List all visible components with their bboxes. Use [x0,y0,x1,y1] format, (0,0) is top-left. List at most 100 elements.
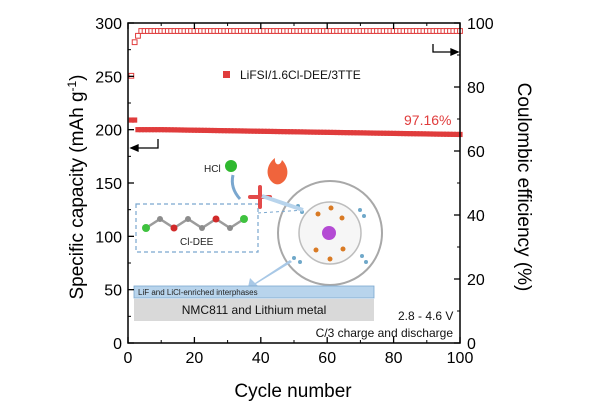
capacity-point [341,130,347,136]
capacity-point [440,131,446,137]
capacity-point [201,127,207,133]
capacity-point [317,129,324,135]
cl-dee-box [135,203,259,253]
hcl-chlorine-atom [225,160,237,172]
capacity-point [181,127,188,133]
capacity-point [188,127,194,133]
capacity-point [377,130,383,136]
left-axis-indicator-arrow [129,139,159,152]
efficiency-point [135,32,141,39]
capacity-point [450,131,456,137]
data-layer [128,28,463,138]
y-right-tick-label: 0 [467,336,476,353]
efficiency-point [131,39,138,46]
capacity-point [427,131,433,137]
capacity-point [158,127,164,133]
capacity-point [424,131,430,137]
capacity-point [381,130,387,136]
capacity-point [344,130,350,136]
capacity-point [347,130,354,136]
capacity-point [384,130,390,136]
anion-cluster [313,205,346,262]
down-arrow [247,260,292,292]
capacity-point [178,127,184,133]
capacity-point [251,128,257,134]
capacity-point [168,127,174,133]
y-left-tick-label: 300 [95,16,122,33]
capacity-point [294,129,300,135]
y-left-tick-label: 100 [95,229,122,246]
capacity-point [135,127,141,133]
electrode-label: NMC811 and Lithium metal [182,303,327,317]
capacity-point [400,130,407,137]
capacity-point [205,127,211,134]
legend-label: LiFSI/1.6Cl-DEE/3TTE [240,68,361,82]
capacity-point [138,127,144,133]
capacity-point [410,131,417,137]
capacity-point [354,130,360,136]
y-right-tick-label: 60 [467,144,485,161]
interphase-layer [133,285,375,299]
capacity-point [171,127,178,133]
capacity-point [367,130,373,136]
capacity-point [331,129,337,136]
capacity-point [430,131,437,137]
reaction-arrow [261,194,304,212]
retention-label: 97.16% [404,112,451,128]
interphase-label: LiF and LiCl-enriched interphases [138,288,258,297]
capacity-point [234,128,241,134]
capacity-point [161,127,168,133]
capacity-point [387,130,393,136]
capacity-point [254,128,261,134]
capacity-point [434,131,440,137]
capacity-point [145,127,151,133]
capacity-point [374,130,380,136]
capacity-point [447,131,453,137]
capacity-point [248,128,254,134]
capacity-point [337,129,344,136]
hcl-arrow [230,174,242,201]
capacity-point [211,127,217,134]
capacity-point [215,127,221,134]
capacity-point [361,130,367,136]
capacity-point [444,131,450,137]
capacity-point [132,117,138,123]
capacity-point [311,129,317,135]
x-tick-label: 40 [252,350,270,367]
capacity-point [357,130,363,136]
cl-dee-molecule [142,215,248,232]
hcl-label: HCl [204,164,221,175]
y-right-tick-label: 100 [467,16,494,33]
capacity-point [314,129,320,135]
x-tick-label: 20 [186,350,204,367]
y-left-tick-label: 250 [95,69,122,86]
cl-dee-leader [257,209,306,214]
capacity-point [165,127,171,133]
solvation-shell-outer [277,180,383,286]
y-right-tick-label: 40 [467,208,485,225]
y-axis-right-title: Coulombic efficiency (%) [513,83,534,292]
x-tick-label: 100 [447,350,474,367]
capacity-point [308,129,314,135]
capacity-point [278,128,284,135]
capacity-point [454,131,460,138]
capacity-point [327,129,334,135]
capacity-point [364,130,370,136]
y-left-tick-label: 200 [95,123,122,140]
right-axis-indicator-arrow [432,44,460,56]
y-left-tick-label: 50 [104,283,122,300]
capacity-point [298,129,304,135]
capacity-point [437,131,443,137]
y-right-tick-label: 80 [467,80,485,97]
lithium-ion [322,226,336,240]
capacity-point [288,129,294,135]
capacity-point [218,128,224,134]
capacity-point [407,131,413,137]
x-axis-title: Cycle number [234,381,352,402]
capacity-point [291,129,297,135]
voltage-label: 2.8 - 4.6 V [398,309,453,323]
capacity-point [264,128,271,134]
capacity-point [394,130,400,137]
capacity-point [304,129,310,135]
